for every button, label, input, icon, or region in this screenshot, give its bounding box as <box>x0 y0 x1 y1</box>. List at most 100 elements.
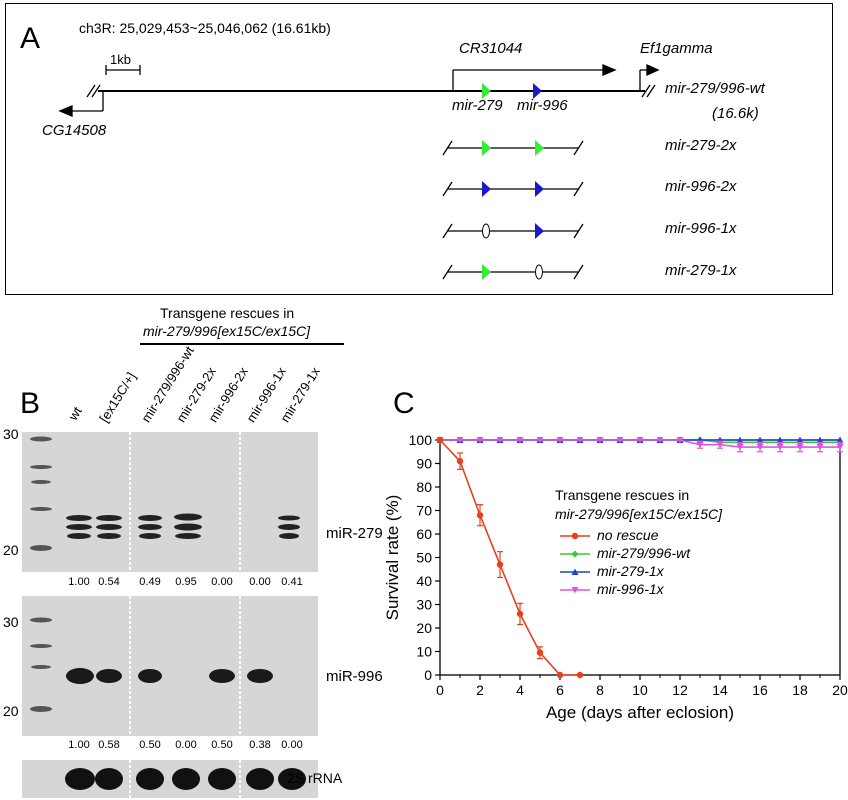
x-tick-label: 18 <box>792 682 808 698</box>
marker-label: 30 <box>3 426 19 442</box>
legend-item: no rescue <box>560 527 659 543</box>
series-no-rescue <box>436 436 584 679</box>
construct-996-2x <box>442 181 584 197</box>
construct-label: mir-996-1x <box>665 220 737 237</box>
x-tick-label: 4 <box>516 682 524 698</box>
quant-value: 0.00 <box>281 739 303 751</box>
quant-value: 0.58 <box>98 739 120 751</box>
data-point <box>576 671 584 679</box>
break-left <box>86 84 101 98</box>
mir-279-hairpin-icon <box>482 264 491 280</box>
quant-value: 0.41 <box>281 576 303 588</box>
panel-c-letter: C <box>393 387 415 420</box>
construct-279-2x <box>442 140 584 156</box>
gene-label-ef1gamma: Ef1gamma <box>640 40 713 57</box>
data-point <box>556 437 564 444</box>
legend-item: mir-279/996-wt <box>560 545 691 561</box>
quant-value: 0.00 <box>175 739 197 751</box>
legend-label: mir-279/996-wt <box>597 545 691 561</box>
marker-label: 20 <box>3 542 19 558</box>
legend-label: mir-996-1x <box>597 581 665 597</box>
y-tick-label: 60 <box>416 526 432 542</box>
ef1gamma-arrow <box>639 63 660 91</box>
data-point <box>776 444 784 451</box>
quant-value: 0.50 <box>139 739 161 751</box>
y-tick-label: 10 <box>416 644 432 660</box>
panel-b-header-line2: mir-279/996[ex15C/ex15C] <box>143 323 311 339</box>
quant-value: 0.38 <box>249 739 271 751</box>
deleted-hairpin-icon <box>482 223 490 239</box>
construct-label: mir-279-2x <box>665 137 737 154</box>
data-point <box>816 444 824 451</box>
data-point <box>636 437 644 444</box>
y-tick-label: 100 <box>409 432 433 448</box>
data-point <box>616 437 624 444</box>
data-point <box>456 457 464 465</box>
data-point <box>796 436 804 443</box>
construct-label: mir-279/996-wt <box>665 80 765 97</box>
construct-996-1x <box>442 223 584 239</box>
probe-label-mir-279: miR-279 <box>326 525 383 542</box>
quant-value: 1.00 <box>68 739 90 751</box>
scale-bar-label: 1kb <box>110 52 131 67</box>
series-mir-996-1x <box>436 437 844 453</box>
legend-label: no rescue <box>597 527 659 543</box>
data-point <box>576 437 584 444</box>
probe-label-2s-rrna: 2S rRNA <box>287 770 343 786</box>
data-point <box>516 610 524 618</box>
break-right <box>641 84 656 98</box>
x-tick-label: 10 <box>632 682 648 698</box>
data-point <box>536 649 544 656</box>
construct-sublabel: (16.6k) <box>712 105 759 122</box>
data-point <box>456 437 464 444</box>
y-tick-label: 20 <box>416 620 432 636</box>
genomic-coordinates: ch3R: 25,029,453~25,046,062 (16.61kb) <box>79 20 331 36</box>
data-point <box>596 437 604 444</box>
y-tick-label: 30 <box>416 597 432 613</box>
gene-label-cg14508: CG14508 <box>42 122 107 139</box>
mir-996-label: mir-996 <box>517 97 568 114</box>
data-point <box>676 437 684 444</box>
construct-label: mir-996-2x <box>665 178 737 195</box>
y-tick-label: 80 <box>416 479 432 495</box>
data-point <box>556 671 564 679</box>
marker-label: 20 <box>3 703 19 719</box>
y-tick-label: 50 <box>416 550 432 566</box>
data-point <box>516 437 524 444</box>
scale-bar <box>105 65 141 75</box>
gene-diagram <box>58 63 660 280</box>
probe-label-mir-996: miR-996 <box>326 668 383 685</box>
data-point <box>756 444 764 451</box>
x-tick-label: 12 <box>672 682 688 698</box>
x-tick-label: 20 <box>832 682 848 698</box>
data-point <box>836 436 844 443</box>
y-tick-label: 0 <box>424 667 432 683</box>
x-axis-label: Age (days after eclosion) <box>546 703 734 722</box>
quant-value: 0.49 <box>139 576 161 588</box>
data-point <box>736 436 744 443</box>
mir-279-hairpin-icon <box>482 140 491 156</box>
gene-label-cr31044: CR31044 <box>459 40 523 57</box>
data-point <box>816 436 824 443</box>
x-tick-label: 8 <box>596 682 604 698</box>
y-tick-label: 90 <box>416 456 432 472</box>
y-tick-label: 40 <box>416 573 432 589</box>
data-point <box>656 437 664 444</box>
series-line <box>439 439 580 676</box>
data-point <box>796 444 804 451</box>
data-point <box>496 561 504 568</box>
construct-label: mir-279-1x <box>665 262 737 279</box>
panel-b-letter: B <box>20 387 41 420</box>
x-tick-label: 6 <box>556 682 564 698</box>
construct-279-1x <box>442 264 584 280</box>
mir-279-label: mir-279 <box>452 97 503 114</box>
marker-label: 30 <box>3 614 19 630</box>
data-point <box>696 441 704 449</box>
mir-996-hairpin-icon <box>482 181 491 197</box>
mir-996-hairpin-icon <box>535 223 544 239</box>
quant-value: 0.00 <box>211 576 233 588</box>
survival-chart: 0 2 4 6 8 10 12 14 16 18 20 0 10 20 30 40 50 60 70 80 90 100 A… <box>383 432 848 722</box>
data-point <box>716 441 724 449</box>
cg14508-arrow <box>58 91 104 117</box>
data-point <box>836 444 844 451</box>
